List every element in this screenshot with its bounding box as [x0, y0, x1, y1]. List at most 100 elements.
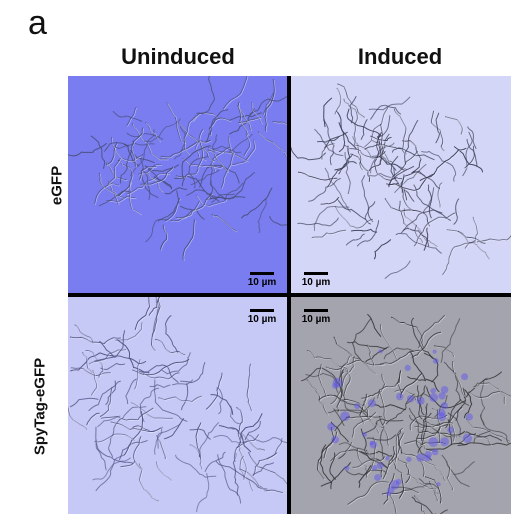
cell-filament: [101, 407, 154, 421]
cell-filament: [308, 177, 341, 202]
cell-filament: [87, 413, 101, 427]
cell-filament: [480, 414, 510, 444]
cell-filament: [129, 129, 155, 177]
cell-filament: [407, 474, 440, 496]
cell-filament: [138, 166, 157, 181]
cell-filament: [233, 434, 260, 463]
cell-filament: [170, 192, 213, 222]
fluorescence-spot: [327, 422, 336, 431]
cell-filament: [414, 496, 426, 514]
cell-filament: [239, 468, 284, 494]
cell-filament: [147, 168, 173, 189]
cell-filament: [441, 241, 476, 276]
cell-filament: [389, 493, 397, 514]
cell-filament: [356, 220, 380, 247]
cell-filament: [95, 426, 133, 464]
cell-filament: [175, 454, 217, 478]
cell-filament: [447, 462, 454, 492]
cell-filament: [247, 433, 287, 444]
cell-filament: [239, 444, 248, 481]
cell-filament: [383, 347, 414, 360]
cell-filament: [326, 153, 354, 188]
fluorescence-spot: [424, 454, 431, 462]
cell-filament: [120, 460, 136, 468]
cell-filament: [190, 169, 220, 186]
cell-filament: [463, 389, 473, 419]
cell-filament: [90, 369, 98, 396]
cell-filament: [345, 415, 370, 419]
cell-filament: [419, 385, 426, 416]
cell-filament: [424, 476, 442, 504]
cell-filament: [103, 142, 130, 152]
cell-filament: [176, 201, 201, 219]
cell-filament: [440, 318, 461, 364]
cell-filament: [99, 340, 147, 365]
fluorescence-spot: [362, 432, 367, 437]
cell-filament: [94, 433, 135, 443]
fluorescence-spot: [386, 491, 391, 497]
cell-filament: [238, 102, 252, 131]
cell-filament: [125, 378, 137, 405]
cell-filament: [184, 116, 198, 156]
cell-filament: [141, 168, 159, 199]
cell-filament: [243, 133, 251, 157]
cell-filament: [343, 98, 358, 146]
fluorescence-spot: [331, 435, 339, 444]
cell-filament: [176, 174, 198, 179]
micrograph-spytag-egfp-induced: [291, 297, 511, 514]
cell-filament: [353, 137, 364, 172]
cell-filament: [322, 119, 335, 166]
cell-filament: [175, 173, 197, 178]
cell-filament: [445, 117, 464, 136]
cell-filament: [183, 115, 197, 155]
fluorescence-spot: [371, 465, 378, 471]
cell-filament: [380, 350, 421, 366]
cell-filament: [223, 76, 249, 110]
cell-filament: [224, 151, 248, 162]
cell-filament: [83, 352, 94, 374]
cell-filament: [86, 412, 100, 426]
micrograph-spytag-egfp-uninduced: [68, 297, 287, 514]
cell-filament: [249, 452, 287, 484]
cell-filament: [351, 411, 377, 438]
fluorescence-spot: [332, 382, 339, 389]
cell-filament: [388, 432, 404, 466]
cell-filament: [405, 441, 438, 453]
cell-filament: [346, 416, 371, 419]
cell-filament: [379, 371, 401, 391]
cell-filament: [97, 415, 121, 428]
cell-filament: [415, 225, 424, 244]
cell-filament: [127, 107, 138, 127]
cell-filament: [378, 155, 405, 171]
cell-filament: [211, 150, 224, 172]
cell-filament: [116, 338, 150, 374]
cell-filament: [108, 181, 125, 199]
cell-filament: [384, 473, 396, 506]
cell-filament: [413, 184, 452, 221]
cell-filament: [360, 395, 368, 425]
cell-filament: [318, 364, 328, 397]
cell-filament: [323, 97, 333, 128]
cell-filament: [316, 136, 340, 143]
cell-filament: [338, 355, 351, 379]
fluorescence-spot: [367, 399, 376, 408]
cell-filament: [372, 140, 383, 166]
cell-filament: [409, 414, 448, 431]
cell-filament: [252, 102, 263, 125]
cell-filament: [154, 426, 163, 455]
cell-filament: [388, 150, 419, 186]
cell-filament: [319, 364, 328, 398]
cell-filament: [383, 457, 394, 480]
cell-filament: [453, 361, 468, 399]
cell-filament: [437, 182, 443, 208]
cell-filament: [391, 147, 435, 161]
cell-filament: [346, 108, 382, 137]
cell-filament: [445, 398, 462, 429]
cell-filament: [211, 134, 218, 154]
cell-filament: [374, 404, 406, 411]
cell-filament: [134, 297, 151, 331]
cell-filament: [221, 137, 235, 189]
scale-bar-spytag-egfp-induced: 10 µm: [294, 309, 338, 325]
cell-filament: [395, 209, 443, 236]
cell-filament: [334, 87, 342, 115]
